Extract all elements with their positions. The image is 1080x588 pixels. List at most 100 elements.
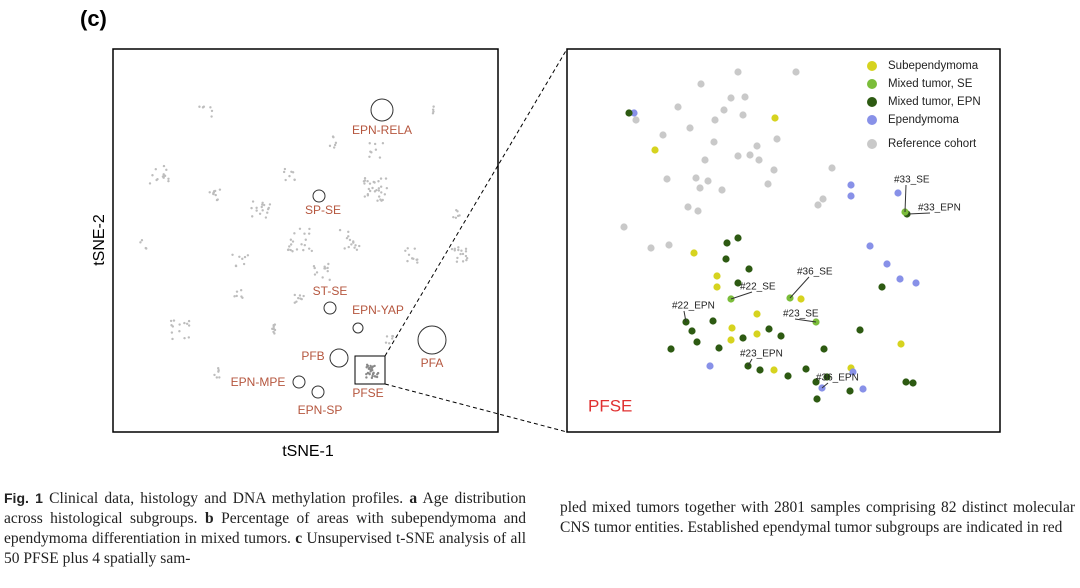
background-point	[242, 262, 246, 266]
sample-point	[722, 255, 730, 263]
caption-left: Fig. 1 Clinical data, histology and DNA …	[4, 488, 526, 569]
sample-point	[684, 203, 692, 211]
background-point	[313, 273, 317, 276]
sample-point	[688, 327, 696, 335]
background-point	[368, 155, 371, 159]
sample-point	[765, 325, 773, 333]
background-point	[377, 180, 380, 183]
background-point	[363, 179, 367, 182]
background-point	[348, 238, 352, 242]
background-point	[366, 192, 370, 196]
background-point	[178, 323, 181, 326]
background-point	[413, 247, 416, 250]
background-point	[432, 105, 435, 108]
sample-point	[715, 344, 723, 352]
background-point	[353, 246, 356, 249]
background-point	[377, 195, 381, 198]
background-point	[461, 260, 465, 263]
background-point	[246, 254, 250, 257]
background-point	[380, 191, 383, 194]
background-point	[374, 375, 377, 378]
background-point	[385, 335, 389, 338]
sample-point	[909, 379, 917, 387]
background-point	[453, 247, 457, 251]
background-point	[458, 214, 461, 217]
sample-point	[894, 189, 902, 197]
background-point	[379, 177, 383, 180]
sample-point	[745, 265, 753, 273]
sample-point	[692, 174, 700, 182]
background-point	[302, 248, 305, 252]
background-point	[261, 203, 264, 206]
group-outline	[323, 301, 337, 315]
background-point	[295, 248, 299, 251]
background-point	[235, 290, 239, 293]
background-point	[373, 142, 377, 146]
sample-point	[773, 135, 781, 143]
background-point	[151, 174, 154, 177]
sample-point	[912, 279, 920, 287]
background-point	[367, 187, 371, 191]
background-point	[365, 372, 368, 376]
background-point	[239, 289, 243, 292]
panel-label: (c)	[80, 6, 107, 31]
sample-point	[630, 109, 638, 117]
background-point	[187, 324, 191, 327]
background-point	[366, 180, 369, 183]
sample-label: #36_EPN	[816, 373, 859, 384]
sample-point	[847, 181, 855, 189]
sample-point	[734, 68, 742, 76]
legend-label: Mixed tumor, EPN	[888, 96, 981, 108]
sample-point	[797, 295, 805, 303]
sample-point	[770, 166, 778, 174]
sample-point	[734, 234, 742, 242]
highlight-box	[354, 355, 386, 385]
background-point	[272, 327, 276, 331]
background-point	[375, 188, 378, 192]
background-point	[217, 370, 220, 373]
background-point	[461, 252, 465, 256]
group-outline	[417, 325, 447, 355]
background-point	[368, 182, 372, 185]
background-point	[169, 319, 173, 323]
background-point	[347, 235, 350, 238]
background-point	[231, 253, 234, 256]
background-point	[258, 212, 262, 215]
sample-label: #36_SE	[797, 267, 833, 278]
sample-point	[770, 366, 778, 374]
background-point	[260, 205, 263, 209]
background-point	[450, 247, 454, 251]
background-point	[209, 106, 212, 109]
background-point	[383, 193, 387, 196]
sample-point	[777, 332, 785, 340]
background-point	[162, 173, 165, 176]
sample-point	[620, 223, 628, 231]
sample-point	[755, 156, 763, 164]
sample-point	[756, 366, 764, 374]
background-point	[299, 297, 302, 300]
background-point	[303, 232, 306, 235]
background-point	[457, 248, 460, 252]
caption-text: Clinical data, histology and DNA methyla…	[49, 490, 404, 507]
group-label: PFB	[301, 349, 324, 363]
legend-marker	[867, 115, 877, 125]
background-point	[378, 156, 382, 159]
sample-point	[659, 131, 667, 139]
sample-point	[753, 142, 761, 150]
legend-marker	[867, 97, 877, 107]
background-point	[178, 329, 181, 333]
background-point	[272, 324, 275, 327]
label-leader	[789, 276, 810, 299]
background-point	[384, 177, 388, 180]
background-point	[347, 245, 350, 249]
background-point	[288, 174, 291, 178]
legend-marker	[867, 139, 877, 149]
background-point	[215, 198, 219, 202]
figure: (c) EPN-RELASP-SEST-SEEPN-YAPPFAPFBPFSEE…	[80, 6, 1001, 460]
background-point	[170, 331, 174, 334]
background-point	[376, 199, 379, 202]
caption-text: Unsupervised t-SNE analysis of all 50 PF…	[4, 530, 527, 567]
sample-point	[706, 362, 714, 370]
overview-plot: EPN-RELA SP-SE ST-SE EPN-YAP PFA PFB PFSE EPN-M…	[112, 48, 499, 433]
